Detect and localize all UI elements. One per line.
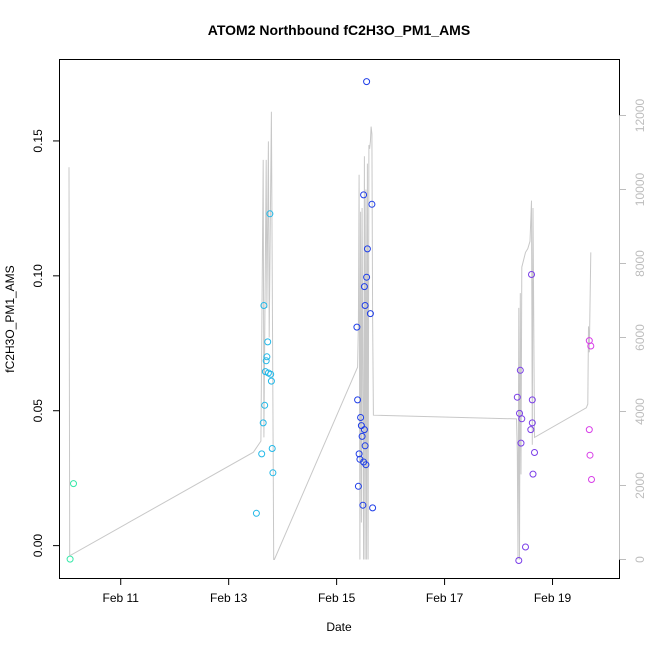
data-point-40	[515, 557, 523, 564]
data-point-24	[358, 432, 366, 440]
data-point-2	[252, 509, 260, 517]
y-tick-label-left-1: 0.05	[31, 399, 45, 423]
data-point-27	[360, 191, 368, 199]
data-point-48	[528, 396, 536, 404]
y-tick-label-right-0: 0	[633, 556, 647, 563]
plot-area-border	[59, 59, 620, 579]
x-tick-label-0: Feb 11	[102, 591, 139, 605]
data-point-15	[268, 445, 276, 452]
data-point-44	[518, 415, 526, 423]
data-point-9	[263, 353, 271, 361]
y-axis-right: 0 2000 4000 6000 8000 10000 12000	[619, 98, 647, 563]
data-point-4	[259, 419, 267, 427]
data-point-49	[528, 419, 536, 427]
points-layer	[66, 78, 595, 564]
x-axis-label: Date	[326, 620, 352, 634]
y-tick-label-left-2: 0.10	[31, 264, 45, 288]
data-point-18	[354, 396, 362, 404]
y-tick-label-right-1: 2000	[633, 472, 647, 499]
y-tick-label-right-2: 4000	[633, 398, 647, 425]
data-point-51	[531, 449, 538, 456]
data-point-37	[368, 200, 376, 208]
y-tick-label-left-0: 0.00	[31, 534, 45, 558]
data-point-36	[366, 310, 374, 318]
data-point-43	[517, 439, 525, 447]
data-point-55	[587, 342, 595, 350]
y-axis-left: 0.00 0.05 0.10 0.15	[31, 129, 60, 557]
x-axis: Feb 11 Feb 13 Feb 15 Feb 17 Feb 19	[102, 578, 572, 605]
secondary-series-line	[68, 111, 592, 560]
x-tick-label-1: Feb 13	[210, 591, 248, 605]
data-point-50	[529, 470, 537, 478]
data-point-14	[267, 377, 275, 385]
data-point-13	[267, 370, 275, 378]
data-point-54	[586, 451, 594, 459]
data-point-6	[261, 401, 269, 409]
x-tick-label-2: Feb 15	[318, 591, 356, 605]
data-point-30	[361, 302, 369, 309]
data-point-20	[355, 450, 363, 458]
data-point-38	[369, 504, 377, 512]
data-point-31	[361, 442, 369, 450]
data-point-0	[66, 555, 74, 563]
data-point-19	[354, 482, 362, 490]
data-point-34	[363, 273, 371, 281]
data-point-33	[363, 78, 371, 86]
data-point-56	[588, 476, 595, 483]
x-tick-label-3: Feb 17	[426, 591, 464, 605]
chart-title: ATOM2 Northbound fC2H3O_PM1_AMS	[208, 22, 470, 38]
data-point-25	[359, 501, 367, 509]
data-point-1	[70, 480, 77, 488]
data-point-12	[266, 210, 274, 218]
y-tick-label-right-6: 12000	[633, 98, 647, 132]
data-point-53	[585, 426, 593, 434]
data-point-47	[528, 271, 535, 278]
x-tick-label-4: Feb 19	[534, 591, 572, 605]
y-axis-label: fC2H3O_PM1_AMS	[3, 265, 17, 372]
data-point-35	[363, 245, 371, 253]
data-point-17	[353, 323, 361, 331]
data-point-16	[269, 469, 277, 477]
data-point-45	[522, 543, 529, 551]
data-point-29	[360, 283, 368, 291]
data-point-3	[258, 450, 266, 458]
data-point-8	[262, 357, 270, 365]
data-point-32	[362, 461, 370, 469]
data-point-22	[357, 414, 365, 421]
data-point-5	[260, 302, 268, 309]
data-point-42	[516, 366, 524, 374]
y-tick-label-right-4: 8000	[633, 250, 647, 277]
y-tick-label-left-3: 0.15	[31, 129, 45, 153]
data-point-10	[264, 338, 272, 346]
data-point-39	[513, 393, 521, 401]
data-point-28	[360, 426, 368, 434]
data-point-46	[527, 426, 535, 434]
y-tick-label-right-5: 10000	[633, 172, 647, 206]
secondary-series-layer	[68, 111, 592, 560]
y-tick-label-right-3: 6000	[633, 324, 647, 351]
